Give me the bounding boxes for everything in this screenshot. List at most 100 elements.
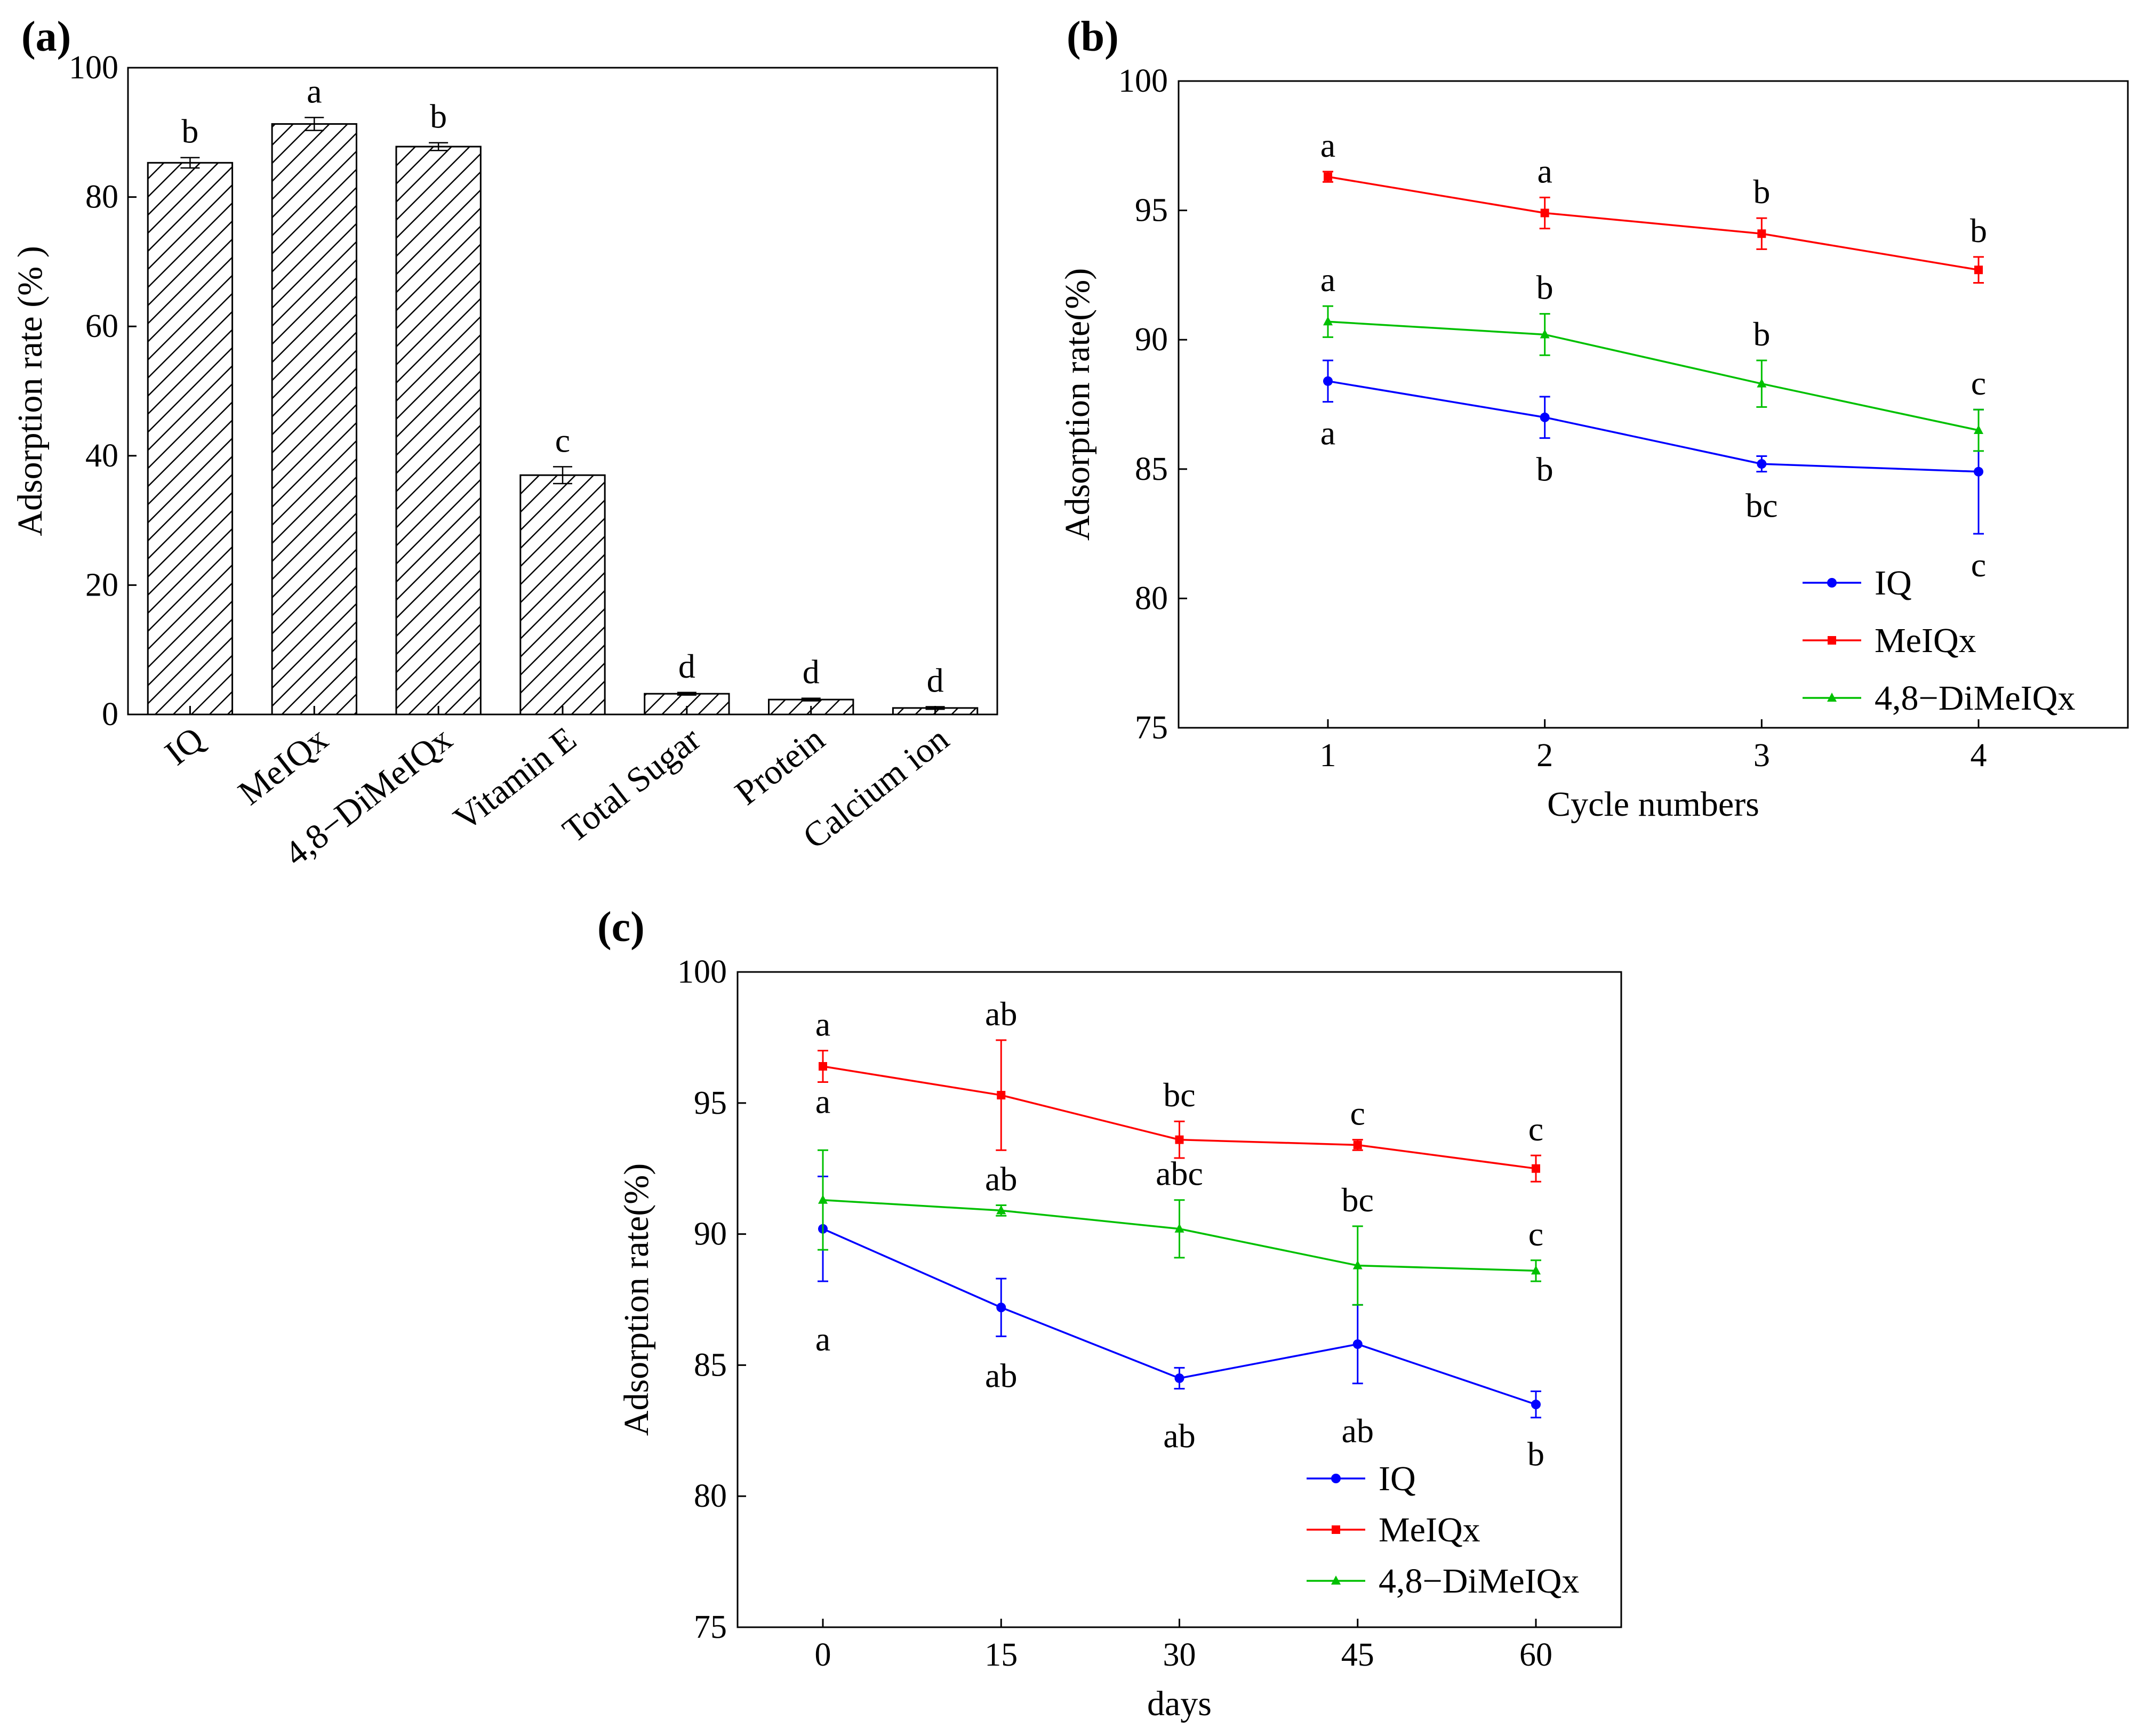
panel-b-y-axis-title: Adsorption rate(%) xyxy=(1058,268,1097,541)
panel-b-significance-letter: a xyxy=(1537,152,1552,190)
panel-b-series-line-iq xyxy=(1327,380,1979,473)
panel-c-significance-letter: ab xyxy=(985,1356,1017,1394)
panel-b-significance-letter: c xyxy=(1971,364,1986,402)
panel-c-legend-item-meiqx: MeIQx xyxy=(1307,1510,1480,1549)
panel-a-category-label: IQ xyxy=(158,719,211,773)
panel-c-x-tick-label: 15 xyxy=(984,1637,1018,1673)
panel-c-data-point xyxy=(1353,1140,1362,1150)
panel-b-x-tick-label: 3 xyxy=(1753,737,1770,774)
panel-b-significance-letter: c xyxy=(1971,546,1986,584)
panel-c-significance-letter: ab xyxy=(1163,1417,1195,1455)
panel-b-x-tick-label: 4 xyxy=(1971,737,1987,774)
panel-a-y-tick-label: 20 xyxy=(85,567,118,603)
panel-c-data-point xyxy=(997,1091,1006,1100)
panel-c-legend-item-dimeiqx: 4,8−DiMeIQx xyxy=(1307,1562,1579,1601)
panel-c-data-point xyxy=(1531,1265,1541,1275)
panel-a-bar xyxy=(147,162,234,716)
panel-c-data-point xyxy=(1531,1400,1541,1410)
panel-a-y-axis-title: Adsorption rate (% ) xyxy=(11,246,50,536)
panel-a-significance-letter: b xyxy=(181,112,198,150)
panel-b-series-line-dimeiqx xyxy=(1327,320,1979,431)
panel-c-line-chart: (c) 75 80 85 90 95 100 0 15 30 45 60 days Adsorption… xyxy=(597,904,1622,1723)
panel-a-category-label: Protein xyxy=(728,719,832,813)
panel-c-legend-label: MeIQx xyxy=(1379,1510,1480,1549)
panel-c-y-tick-label: 95 xyxy=(694,1085,727,1121)
panel-a-significance-letter: d xyxy=(927,661,944,699)
panel-a-category-label: MeIQx xyxy=(231,719,335,813)
panel-c-series-dimeiqx xyxy=(818,1149,1541,1306)
panel-b-legend-label: MeIQx xyxy=(1875,621,1976,660)
panel-b-x-tick-label: 1 xyxy=(1320,737,1336,774)
panel-b-data-point xyxy=(1974,266,1983,275)
panel-c-significance-letter: a xyxy=(815,1082,830,1120)
panel-c-significance-letter: ab xyxy=(985,1160,1017,1198)
panel-c-significance-letter: c xyxy=(1528,1215,1543,1253)
panel-c-significance-letter: bc xyxy=(1342,1181,1374,1219)
panel-c-x-tick-label: 45 xyxy=(1341,1637,1374,1673)
panel-c-legend-label: 4,8−DiMeIQx xyxy=(1379,1562,1579,1601)
panel-c-significance-letter: c xyxy=(1528,1110,1543,1148)
panel-c-significance-letter: a xyxy=(815,1320,830,1358)
panel-c-data-point xyxy=(1174,1223,1184,1233)
panel-b-line-chart: (b) 75 80 85 90 95 100 1 2 3 4 Cycle numbers Adsorp… xyxy=(1058,13,2129,824)
panel-b-data-point xyxy=(1757,378,1767,388)
panel-a-significance-letter: d xyxy=(678,647,695,685)
panel-a-significance-letter: d xyxy=(803,653,820,691)
panel-b-series-dimeiqx xyxy=(1323,305,1984,452)
panel-b-data-point xyxy=(1757,229,1766,238)
panel-b-significance-letter: a xyxy=(1320,261,1335,299)
panel-c-plot-frame xyxy=(736,971,1622,1628)
panel-b-data-point xyxy=(1974,467,1983,477)
panel-c-legend-label: IQ xyxy=(1379,1459,1416,1498)
panel-b-plot-frame xyxy=(1178,80,2129,729)
panel-c-data-point xyxy=(1174,1373,1184,1383)
panel-a-bar xyxy=(271,123,357,716)
panel-b-y-tick-label: 80 xyxy=(1135,580,1168,616)
panel-b-legend-label: IQ xyxy=(1875,564,1912,602)
panel-b-label: (b) xyxy=(1067,13,1119,60)
panel-b-series-line-meiqx xyxy=(1327,175,1979,271)
panel-c-x-tick-label: 0 xyxy=(815,1637,831,1673)
panel-c-legend-marker xyxy=(1331,1576,1341,1585)
panel-b-significance-letter: b xyxy=(1753,315,1770,353)
panel-b-data-point xyxy=(1540,329,1550,339)
panel-b-significance-letter: b xyxy=(1536,269,1554,307)
panel-b-significance-letter: b xyxy=(1753,173,1770,211)
panel-b-significance-letter: a xyxy=(1320,126,1335,164)
panel-b-y-tick-label: 90 xyxy=(1135,322,1168,358)
panel-c-y-tick-label: 100 xyxy=(677,954,727,990)
panel-c-y-tick-label: 85 xyxy=(694,1347,727,1383)
panel-a-significance-letter: a xyxy=(307,72,322,110)
panel-c-data-point xyxy=(1352,1260,1363,1269)
panel-b-significance-letter: bc xyxy=(1745,487,1777,525)
panel-b-legend-item-iq: IQ xyxy=(1803,564,1912,602)
panel-b-significance-letter: b xyxy=(1970,212,1987,250)
panel-b-legend-marker xyxy=(1828,636,1836,645)
panel-c-data-point xyxy=(819,1062,827,1071)
panel-a-y-tick-label: 0 xyxy=(102,696,118,733)
panel-c-data-point xyxy=(1532,1164,1540,1173)
panel-a-label: (a) xyxy=(21,13,71,60)
panel-a-y-tick-label: 60 xyxy=(85,308,118,344)
panel-b-x-axis-title: Cycle numbers xyxy=(1547,785,1759,824)
panel-c-significance-letter: b xyxy=(1527,1435,1544,1473)
panel-c-series-iq xyxy=(818,1175,1541,1419)
panel-b-data-point xyxy=(1323,376,1333,386)
panel-b-y-tick-label: 95 xyxy=(1135,192,1168,229)
panel-a-y-tick-label: 80 xyxy=(85,179,118,215)
panel-c-data-point xyxy=(818,1194,828,1204)
panel-b-legend-item-dimeiqx: 4,8−DiMeIQx xyxy=(1803,679,2075,718)
panel-b-data-point xyxy=(1323,316,1333,326)
panel-b-y-tick-label: 100 xyxy=(1118,63,1168,99)
panel-b-data-point xyxy=(1324,172,1332,181)
panel-a-bar xyxy=(395,146,482,716)
panel-b-y-tick-label: 75 xyxy=(1135,710,1168,746)
panel-c-legend-marker xyxy=(1331,1474,1341,1483)
panel-c-legend-marker xyxy=(1332,1525,1340,1534)
panel-c-y-tick-label: 75 xyxy=(694,1609,727,1645)
panel-c-significance-letter: a xyxy=(815,1005,830,1043)
panel-b-legend-marker xyxy=(1827,578,1837,588)
panel-b-legend-marker xyxy=(1827,693,1837,702)
panel-c-x-tick-label: 60 xyxy=(1519,1637,1552,1673)
panel-b-series-meiqx xyxy=(1323,171,1984,284)
